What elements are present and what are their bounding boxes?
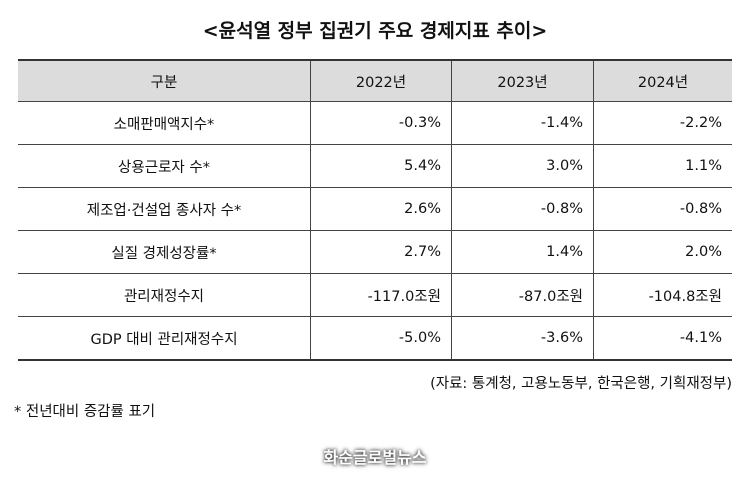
cell-value: -87.0조원	[451, 273, 594, 317]
cell-value: -4.1%	[593, 316, 732, 361]
cell-value: -104.8조원	[593, 273, 732, 317]
cell-value: 2.7%	[310, 230, 452, 274]
row-label: GDP 대비 관리재정수지	[18, 316, 311, 361]
table-row: 관리재정수지 -117.0조원 -87.0조원 -104.8조원	[18, 273, 732, 317]
table-row: 제조업·건설업 종사자 수* 2.6% -0.8% -0.8%	[18, 187, 732, 231]
cell-value: -117.0조원	[310, 273, 452, 317]
cell-value: -0.8%	[451, 187, 594, 231]
cell-value: 2.0%	[593, 230, 732, 274]
cell-value: -0.8%	[593, 187, 732, 231]
table-row: 상용근로자 수* 5.4% 3.0% 1.1%	[18, 144, 732, 188]
cell-value: -1.4%	[451, 101, 594, 145]
cell-value: -0.3%	[310, 101, 452, 145]
cell-value: 2.6%	[310, 187, 452, 231]
header-row: 구분 2022년 2023년 2024년	[18, 59, 732, 102]
table-row: 실질 경제성장률* 2.7% 1.4% 2.0%	[18, 230, 732, 274]
economic-indicators-table: 구분 2022년 2023년 2024년 소매판매액지수* -0.3% -1.4% -…	[18, 59, 732, 361]
cell-value: 5.4%	[310, 144, 452, 188]
header-2024: 2024년	[593, 59, 732, 102]
row-label: 실질 경제성장률*	[18, 230, 311, 274]
row-label: 소매판매액지수*	[18, 101, 311, 145]
cell-value: 3.0%	[451, 144, 594, 188]
table-title: <윤석열 정부 집권기 주요 경제지표 추이>	[202, 20, 548, 42]
header-category: 구분	[18, 59, 311, 102]
table-row: GDP 대비 관리재정수지 -5.0% -3.6% -4.1%	[18, 316, 732, 361]
header-2023: 2023년	[451, 59, 594, 102]
cell-value: -5.0%	[310, 316, 452, 361]
cell-value: -3.6%	[451, 316, 594, 361]
header-2022: 2022년	[310, 59, 452, 102]
row-label: 제조업·건설업 종사자 수*	[18, 187, 311, 231]
source-note: (자료: 통계청, 고용노동부, 한국은행, 기획재정부)	[430, 376, 732, 392]
row-label: 관리재정수지	[18, 273, 311, 317]
cell-value: 1.1%	[593, 144, 732, 188]
watermark: 화순글로벌뉴스	[323, 448, 427, 467]
row-label: 상용근로자 수*	[18, 144, 311, 188]
cell-value: 1.4%	[451, 230, 594, 274]
table-row: 소매판매액지수* -0.3% -1.4% -2.2%	[18, 101, 732, 145]
footnote: * 전년대비 증감률 표기	[14, 404, 156, 420]
cell-value: -2.2%	[593, 101, 732, 145]
